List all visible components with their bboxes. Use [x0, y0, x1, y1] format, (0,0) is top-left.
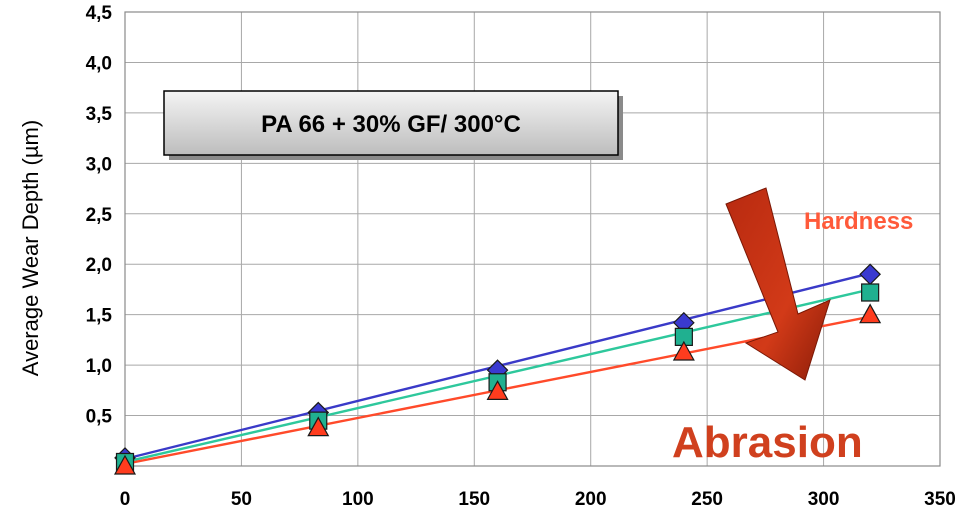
chart-title: PA 66 + 30% GF/ 300°C [261, 111, 521, 138]
y-tick-label: 1,5 [86, 306, 113, 327]
y-tick-label: 4,0 [86, 53, 112, 74]
plot-border [124, 11, 941, 467]
y-tick-label: 3,0 [86, 154, 112, 175]
series-1-markers [114, 263, 881, 469]
y-axis-label: Average Wear Depth (µm) [18, 120, 43, 376]
square-marker [861, 283, 880, 302]
series-3-markers [113, 303, 882, 475]
x-tick-labels: 0 50 100 150 200 250 300 350 [120, 489, 956, 510]
triangle-marker [113, 454, 137, 475]
y-tick-label: 1,0 [86, 356, 112, 377]
x-tick-label: 50 [231, 489, 252, 510]
x-tick-label: 100 [342, 489, 374, 510]
x-tick-label: 150 [458, 489, 490, 510]
x-tick-label: 300 [808, 489, 840, 510]
triangle-marker [486, 380, 509, 400]
series-layer [113, 263, 882, 475]
triangle-marker [307, 416, 330, 437]
y-tick-label: 2,5 [86, 205, 113, 226]
hardness-label: Hardness [804, 208, 913, 235]
x-tick-label: 250 [691, 489, 723, 510]
x-tick-label: 0 [120, 489, 131, 510]
y-tick-label: 2,0 [86, 255, 112, 276]
y-tick-label: 4,5 [86, 3, 113, 24]
y-tick-label: 0,5 [86, 407, 113, 428]
triangle-marker [859, 303, 882, 324]
square-marker [674, 327, 693, 346]
y-tick-labels: 0,5 1,0 1,5 2,0 2,5 3,0 3,5 4,0 4,5 [86, 3, 113, 428]
abrasion-label: Abrasion [672, 418, 863, 467]
x-tick-label: 350 [924, 489, 956, 510]
x-tick-label: 200 [575, 489, 607, 510]
plot-area [125, 12, 940, 466]
title-box: PA 66 + 30% GF/ 300°C [163, 90, 623, 160]
triangle-marker [672, 340, 695, 361]
down-arrow-icon [725, 187, 831, 381]
y-tick-label: 3,5 [86, 104, 113, 125]
